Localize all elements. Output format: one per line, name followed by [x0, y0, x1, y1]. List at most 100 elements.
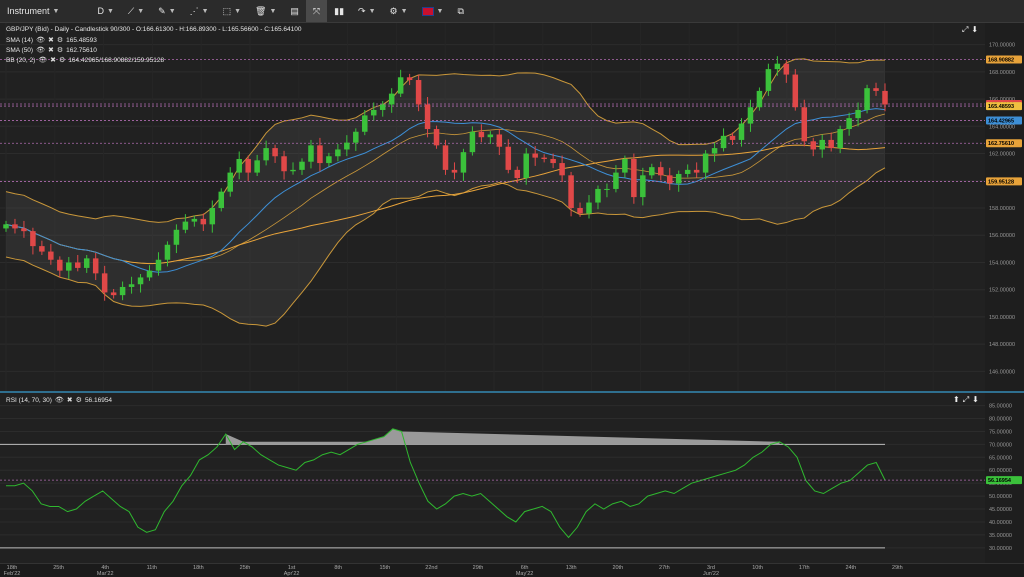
candle	[577, 208, 583, 214]
language-button[interactable]: ▼	[415, 0, 451, 22]
candle	[819, 139, 825, 150]
rsi-legend: RSI (14, 70, 30) 👁 ✖ ⚙ 56.16954	[6, 396, 112, 405]
chevron-down-icon: ▼	[137, 7, 145, 15]
gear-icon[interactable]: ⚙	[56, 47, 64, 54]
candle	[658, 167, 664, 176]
expand-icon[interactable]: ⤢	[962, 395, 970, 404]
time-axis-label: 22nd	[425, 565, 438, 571]
rsi-tick-label: 60.00000	[989, 468, 1012, 474]
candle	[478, 131, 485, 138]
close-icon[interactable]: ✖	[47, 37, 54, 44]
layout-icon: ▤	[290, 5, 299, 16]
rsi-pane[interactable]: 85.00000 80.00000 75.00000 70.00000 65.00000…	[0, 393, 1024, 563]
time-axis[interactable]: 18th Feb'22 25th 4th Mar'22 11th 18th 25th 1st Ap…	[0, 563, 1024, 577]
gear-icon[interactable]: ⚙	[75, 397, 82, 404]
eye-icon[interactable]: 👁	[38, 57, 48, 64]
candle	[48, 251, 54, 260]
gear-icon[interactable]: ⚙	[56, 37, 64, 44]
candle	[433, 129, 440, 146]
timeframe-button[interactable]: D ▼	[90, 0, 120, 22]
price-tick-label: 156.00000	[989, 233, 1015, 239]
rsi-tick-label: 35.00000	[989, 533, 1012, 539]
close-icon[interactable]: ✖	[47, 47, 54, 54]
candle	[873, 88, 879, 91]
arrow-down-icon[interactable]: ⬇	[972, 395, 979, 404]
sma14-line	[5, 108, 886, 273]
candle	[711, 148, 718, 154]
rsi-tick-label: 30.00000	[989, 546, 1012, 552]
candle	[882, 90, 888, 105]
candle	[191, 218, 198, 222]
candle	[469, 131, 476, 153]
candle	[729, 135, 736, 140]
time-axis-label: 25th	[53, 565, 64, 571]
delete-tool-button[interactable]: 🗑 ▼	[248, 0, 283, 22]
layout-button[interactable]: ▤	[283, 0, 306, 22]
instrument-label: Instrument	[7, 6, 50, 16]
chevron-down-icon: ▼	[168, 7, 176, 15]
candle	[92, 258, 99, 274]
candle	[496, 134, 503, 147]
candle	[146, 270, 153, 278]
price-tag	[986, 139, 1022, 148]
rsi-tick-label: 40.00000	[989, 520, 1012, 526]
candle	[272, 148, 278, 157]
rsi-tick-label: 45.00000	[989, 507, 1012, 513]
candle	[541, 157, 547, 159]
fit-chart-button[interactable]: ⤧	[305, 0, 328, 22]
pencil-icon: ✎	[158, 5, 166, 16]
close-icon[interactable]: ✖	[50, 57, 57, 64]
candle	[846, 118, 852, 130]
candle	[523, 153, 529, 179]
candle	[586, 202, 592, 214]
candle	[200, 218, 207, 225]
candle	[182, 221, 189, 230]
time-axis-label: 27th	[659, 565, 670, 571]
bb-value: 164.42965/168.90882/159.95128	[68, 56, 165, 64]
arrow-down-icon[interactable]: ⬇	[971, 25, 979, 34]
eye-icon[interactable]: 👁	[36, 37, 45, 44]
candle	[317, 145, 323, 164]
eye-icon[interactable]: 👁	[36, 47, 45, 54]
gear-icon[interactable]: ⚙	[59, 57, 66, 64]
indicators-button[interactable]: ▮▮	[327, 0, 351, 22]
expand-icon[interactable]: ⤢	[962, 25, 969, 34]
line-tool-button[interactable]: ⟋ ▼	[121, 0, 151, 22]
pane-divider[interactable]	[0, 391, 1024, 393]
candle	[595, 188, 601, 203]
fibonacci-icon: ⋰	[189, 5, 199, 16]
candle	[693, 169, 700, 173]
close-icon[interactable]: ✖	[66, 397, 73, 404]
candle	[39, 246, 45, 252]
instrument-button[interactable]: Instrument ▼	[0, 0, 66, 22]
price-tick-label: 162.00000	[989, 152, 1015, 158]
price-pane[interactable]: 170.00000168.00000166.00000164.00000162.…	[0, 23, 1024, 391]
popout-button[interactable]: ⧉	[450, 0, 470, 22]
arrow-up-icon[interactable]: ⬆	[953, 395, 960, 404]
chevron-down-icon: ▼	[234, 7, 242, 15]
sma50-legend: SMA (50) 👁 ✖ ⚙ 162.75610	[6, 46, 97, 55]
settings-button[interactable]: ⚙ ▼	[383, 0, 415, 22]
candle	[101, 273, 108, 293]
price-tick-label: 150.00000	[989, 315, 1015, 321]
rsi-chart[interactable]: 85.00000 80.00000 75.00000 70.00000 65.00000…	[0, 393, 1024, 563]
eye-icon[interactable]: 👁	[54, 397, 64, 404]
draw-tool-button[interactable]: ✎ ▼	[151, 0, 182, 22]
candle	[110, 292, 117, 296]
candle	[774, 63, 781, 70]
fibonacci-tool-button[interactable]: ⋰ ▼	[183, 0, 216, 22]
price-tag-label: 159.95128	[988, 179, 1014, 185]
time-axis-label: 3rd Jun'22	[702, 565, 720, 577]
gear-icon: ⚙	[389, 5, 398, 16]
chevron-down-icon: ▼	[368, 7, 376, 15]
price-tick-label: 154.00000	[989, 260, 1015, 266]
candle	[245, 158, 251, 173]
timeframe-label: D	[97, 6, 104, 16]
shapes-tool-button[interactable]: ⬚ ▼	[216, 0, 248, 22]
price-chart[interactable]: 170.00000168.00000166.00000164.00000162.…	[0, 23, 1024, 391]
rsi-label: RSI (14, 70, 30)	[6, 396, 52, 404]
candle	[622, 158, 628, 173]
candle	[747, 107, 754, 124]
candle	[550, 158, 556, 164]
share-button[interactable]: ↷ ▼	[351, 0, 382, 22]
